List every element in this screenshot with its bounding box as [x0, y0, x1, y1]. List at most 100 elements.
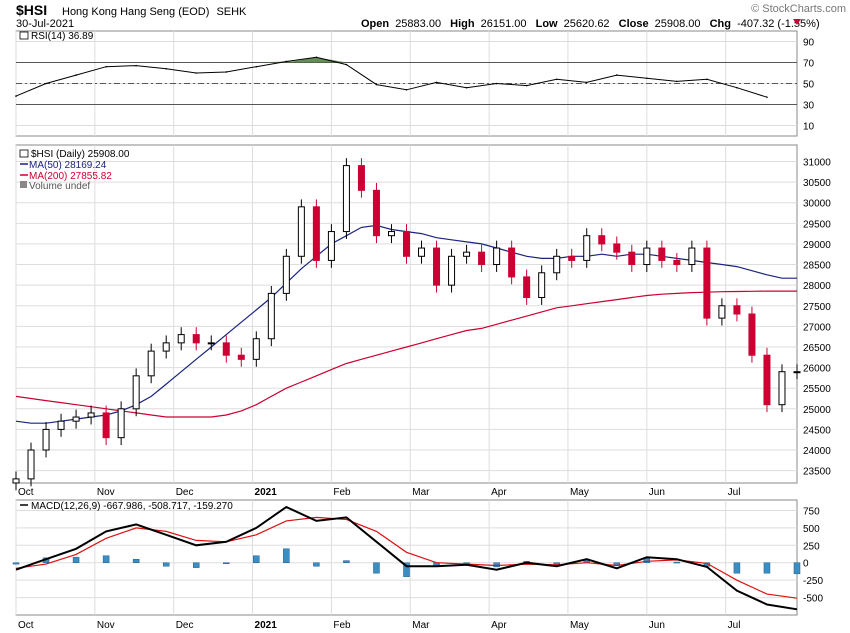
low-value: 25620.62 [564, 18, 610, 30]
macd-x-label: May [570, 620, 589, 631]
price-legend-text: $HSI (Daily) 25908.00 [31, 149, 130, 160]
rsi-point [495, 82, 498, 85]
price-x-label: May [570, 487, 589, 498]
macd-histogram-bar [733, 562, 741, 574]
price-y-tick: 25500 [803, 384, 831, 395]
candle-body [523, 276, 531, 299]
candle-body [177, 334, 185, 344]
rsi-point [45, 82, 47, 85]
candle-body [282, 255, 290, 294]
index-name-text: Hong Kong Hang Seng (EOD) [62, 6, 209, 18]
macd-histogram-bar [162, 562, 170, 567]
rsi-point [766, 96, 768, 98]
macd-x-label: Jun [649, 620, 665, 631]
watermark: © StockCharts.com [751, 3, 846, 15]
rsi-point [255, 65, 258, 68]
price-x-label: Jul [728, 487, 741, 498]
macd-y-tick: 750 [803, 506, 820, 517]
rsi-point [315, 56, 318, 59]
macd-histogram-bar [12, 562, 20, 565]
macd-histogram-bar [343, 560, 350, 563]
macd-histogram-bar [253, 555, 260, 563]
open-value: 25883.00 [395, 18, 441, 30]
candle-body [42, 428, 50, 451]
price-y-tick: 23500 [803, 467, 831, 478]
rsi-point [555, 78, 558, 81]
candle-body [718, 305, 726, 319]
macd-signal-line [15, 516, 798, 599]
price-y-tick: 30500 [803, 178, 831, 189]
candle-body [703, 247, 711, 319]
price-x-label: Jun [649, 487, 665, 498]
rsi-point [285, 60, 288, 63]
macd-line [15, 505, 798, 611]
rsi-y-tick: 70 [803, 59, 815, 70]
rsi-point [435, 81, 438, 84]
candle-body [508, 247, 516, 278]
macd-panel: -500 -250 0 250 500 750 Oct Nov Dec 2021 Feb Mar Apr… [12, 499, 823, 631]
price-y-tick: 31000 [803, 157, 831, 168]
price-x-label: Oct [18, 487, 34, 498]
rsi-point [75, 74, 77, 76]
ohlc-readout: Open 25883.00 High 26151.00 Low 25620.62… [361, 18, 820, 30]
macd-histogram-bar [132, 558, 140, 563]
candle-body [357, 165, 365, 191]
rsi-point [165, 68, 167, 70]
rsi-legend-swatch [19, 31, 29, 40]
macd-x-label: Apr [491, 620, 507, 631]
candle-body [763, 354, 771, 406]
macd-x-label: Mar [412, 620, 430, 631]
price-y-tick: 29000 [803, 240, 831, 251]
macd-histogram-bar [72, 556, 80, 563]
candle-body [327, 231, 335, 261]
candle-body [688, 247, 696, 266]
rsi-point [676, 80, 678, 83]
candle-body [658, 247, 666, 261]
macd-histogram-bar [192, 562, 200, 568]
candle-body [463, 251, 471, 257]
candle-body [312, 206, 320, 261]
candle-body [72, 416, 80, 422]
macd-y-tick: 0 [803, 559, 809, 570]
macd-x-label: Oct [18, 620, 34, 631]
candle-body [748, 313, 756, 356]
macd-histogram-bar [553, 562, 560, 565]
price-y-tick: 28000 [803, 281, 831, 292]
candle-body [222, 342, 230, 356]
down-arrow-icon [793, 19, 801, 25]
ma50-legend-text: MA(50) 28169.24 [29, 160, 107, 171]
candle-body [778, 371, 786, 406]
macd-legend-text: MACD(12,26,9) -667.986, -508.717, -159.2… [31, 501, 233, 512]
rsi-line [15, 56, 768, 98]
rsi-point [135, 64, 137, 67]
macd-y-tick: 500 [803, 524, 820, 535]
candle-body [207, 342, 215, 345]
candle-body [117, 408, 125, 439]
macd-frame [15, 499, 798, 616]
macd-legend: MACD(12,26,9) -667.986, -508.717, -159.2… [20, 501, 233, 512]
macd-x-label: Feb [333, 620, 351, 631]
macd-histogram-bar [673, 561, 681, 564]
candle-body [733, 305, 741, 315]
volume-legend-swatch [20, 181, 27, 188]
volume-legend-text: Volume undef [29, 181, 90, 192]
price-x-label: Apr [491, 487, 507, 498]
rsi-point [585, 81, 588, 84]
rsi-y-tick: 30 [803, 101, 815, 112]
candle-body [252, 338, 260, 360]
exchange: SEHK [216, 6, 247, 18]
candle-body [87, 412, 95, 418]
rsi-point [736, 86, 738, 89]
candle-body [192, 334, 200, 344]
rsi-point [465, 86, 468, 89]
candle-body [132, 375, 140, 410]
macd-x-label: 2021 [255, 620, 278, 631]
macd-histogram-bar [283, 548, 290, 563]
candle-body [12, 478, 20, 484]
macd-y-tick: -250 [803, 576, 823, 587]
candle-body [433, 247, 441, 286]
candle-body [493, 247, 501, 266]
candle-body [568, 255, 576, 261]
price-legend: $HSI (Daily) 25908.00 MA(50) 28169.24 MA… [19, 149, 130, 192]
